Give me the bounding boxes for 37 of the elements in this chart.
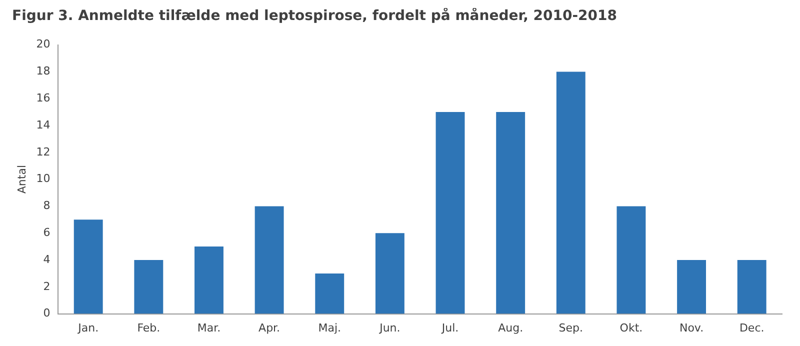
bar (677, 260, 706, 314)
y-tick-label: 16 (36, 91, 50, 104)
x-tick-label: Nov. (679, 321, 704, 334)
y-tick-label: 0 (43, 306, 50, 320)
y-tick-label: 12 (36, 145, 50, 158)
bar (74, 220, 103, 314)
y-tick-label: 4 (43, 252, 50, 266)
y-tick-label: 6 (43, 226, 50, 239)
x-tick-label: Sep. (558, 321, 584, 334)
bar (315, 273, 344, 314)
x-tick-label: Jan. (77, 321, 99, 334)
bar (616, 206, 646, 314)
bar (134, 260, 164, 314)
x-tick-label: Feb. (137, 321, 160, 334)
x-tick-label: Jul. (440, 321, 459, 334)
bar (194, 246, 224, 314)
bar (556, 72, 586, 314)
y-tick-label: 8 (43, 199, 50, 212)
y-tick-label: 14 (36, 118, 50, 132)
x-tick-label: Okt. (620, 321, 643, 334)
y-tick-label: 2 (43, 280, 50, 293)
y-axis-title: Antal (15, 164, 28, 194)
bar (436, 112, 465, 314)
x-tick-label: Aug. (498, 321, 524, 334)
y-tick-label: 10 (36, 172, 50, 186)
x-tick-label: Mar. (197, 321, 221, 334)
x-tick-label: Jun. (378, 321, 400, 334)
bar (375, 233, 404, 314)
bar (737, 260, 766, 314)
bar (254, 206, 284, 314)
bar (496, 112, 526, 314)
x-tick-label: Maj. (318, 321, 342, 334)
y-tick-label: 20 (36, 38, 50, 51)
chart-title: Figur 3. Anmeldte tilfælde med leptospirose, fordelt på måneder, 2010-2018 (12, 7, 618, 24)
x-tick-label: Apr. (258, 321, 280, 334)
x-tick-label: Dec. (739, 321, 764, 334)
y-tick-label: 18 (36, 64, 50, 78)
